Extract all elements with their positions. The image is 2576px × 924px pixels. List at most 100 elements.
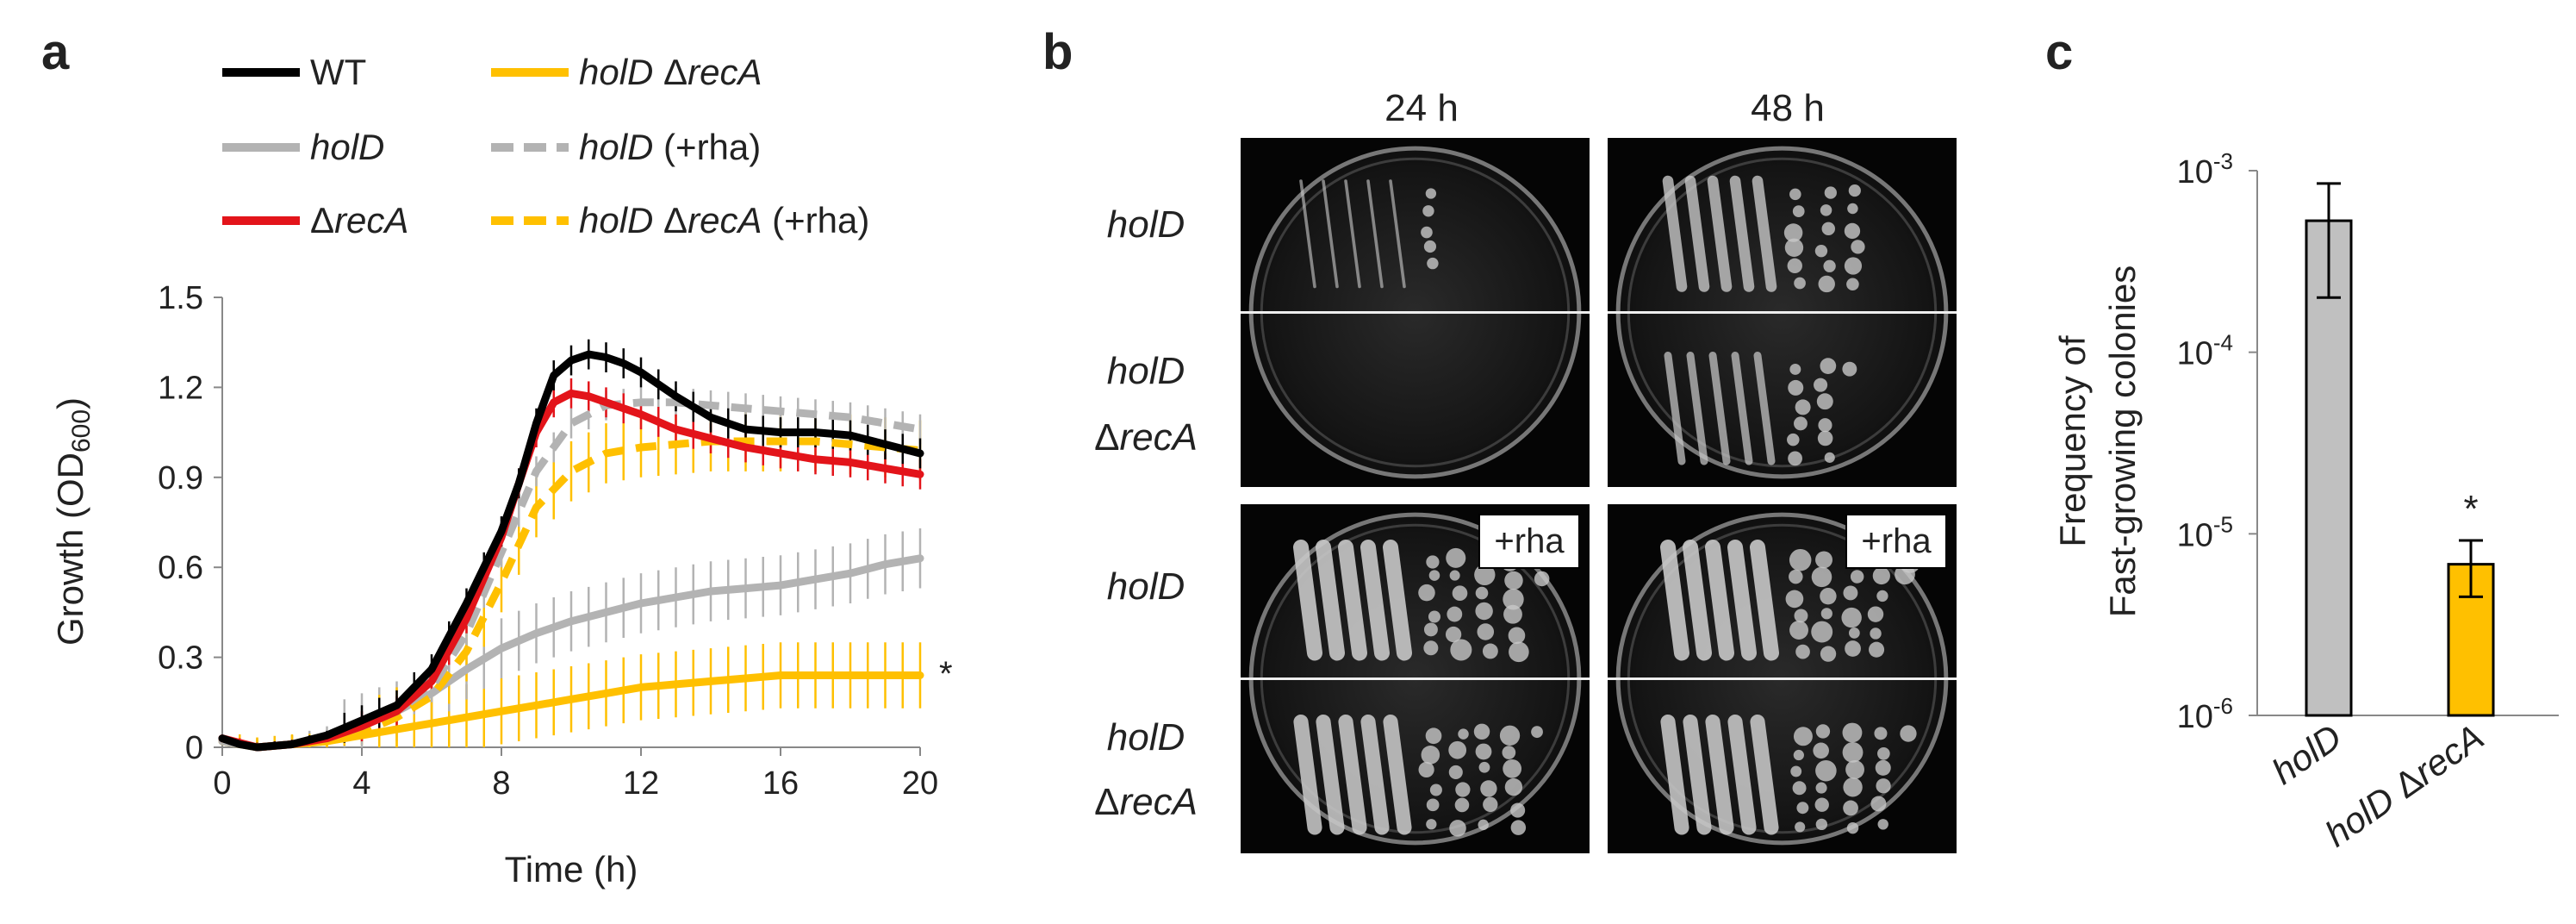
colony xyxy=(1796,802,1809,815)
plate-row-label: ΔrecA xyxy=(1094,781,1198,823)
colony xyxy=(1843,800,1858,816)
colony xyxy=(1842,361,1857,377)
colony xyxy=(1477,623,1495,640)
y-tick-base: 10 xyxy=(2177,699,2213,735)
plate-row-label: holD xyxy=(1107,565,1185,608)
legend-text: (+rha) xyxy=(762,200,869,240)
colony xyxy=(1795,644,1810,659)
legend-text-italic: holD xyxy=(310,127,384,167)
colony xyxy=(1815,759,1837,782)
colony xyxy=(1814,378,1828,392)
legend-text: (+rha) xyxy=(653,127,761,167)
legend-text-italic: holD xyxy=(579,127,653,167)
y-tick-label-c: 10-6 xyxy=(2177,693,2233,735)
bacterial-streak xyxy=(1316,714,1345,835)
plate-row-label: ΔrecA xyxy=(1094,416,1198,459)
colony xyxy=(1785,590,1804,609)
colony xyxy=(1474,564,1496,586)
colony xyxy=(1508,627,1526,645)
colony xyxy=(1448,765,1463,779)
colony xyxy=(1900,725,1917,742)
legend-text: Δ xyxy=(653,200,688,240)
colony xyxy=(1429,784,1442,796)
y-tick-label: 0.6 xyxy=(158,550,203,586)
colony xyxy=(1841,607,1862,628)
y-tick-label-c: 10-4 xyxy=(2177,330,2233,372)
colony xyxy=(1792,205,1805,218)
y-tick-label-c: 10-5 xyxy=(2177,511,2233,553)
rha-tag-box xyxy=(1478,514,1580,569)
colony xyxy=(1815,782,1827,794)
colony xyxy=(1877,819,1888,830)
colony xyxy=(1449,570,1460,581)
colony xyxy=(1818,418,1832,433)
bacterial-streak xyxy=(1293,540,1322,661)
legend-label-holD: holD xyxy=(310,127,384,167)
colony xyxy=(1426,819,1437,830)
colony xyxy=(1425,727,1442,745)
colony xyxy=(1792,781,1807,796)
plate-row-label-prefix: Δ xyxy=(1094,416,1119,459)
colony xyxy=(1845,759,1864,779)
colony xyxy=(1502,746,1516,759)
legend-text-italic: holD xyxy=(579,200,653,240)
y-axis-label-sub: 600 xyxy=(67,409,96,453)
y-tick-exponent: -5 xyxy=(2213,511,2233,537)
colony xyxy=(1821,222,1835,236)
colony xyxy=(1846,278,1859,291)
y-tick-labels-c: 10-310-410-510-6 xyxy=(2177,148,2257,735)
colony xyxy=(1846,821,1859,834)
y-tick-label: 0.9 xyxy=(158,460,203,496)
colony xyxy=(1475,602,1493,621)
bacterial-streak xyxy=(1752,175,1777,292)
colony xyxy=(1844,257,1863,275)
colony xyxy=(1820,588,1837,605)
colony xyxy=(1427,257,1439,270)
bars: * xyxy=(2305,182,2495,717)
bacterial-streak xyxy=(1707,175,1733,292)
series-lines xyxy=(218,350,924,752)
bar-0 xyxy=(2305,219,2353,717)
y-tick-base: 10 xyxy=(2177,517,2213,553)
legend-text-italic: recA xyxy=(688,200,762,240)
colony xyxy=(1458,728,1469,740)
plate-col-label-24h: 24 h xyxy=(1384,87,1459,129)
y-axis-label-c-line2: Fast-growing colonies xyxy=(2102,265,2143,618)
bacterial-streak xyxy=(1660,714,1689,835)
colony xyxy=(1843,777,1863,797)
colony xyxy=(1784,238,1804,257)
colony xyxy=(1423,622,1438,637)
colony xyxy=(1789,548,1812,571)
colony xyxy=(1454,797,1470,813)
bacterial-streak xyxy=(1727,714,1757,835)
plate-image-2: +rha xyxy=(1241,504,1590,853)
bacterial-streak xyxy=(1750,540,1779,661)
colony xyxy=(1842,722,1863,743)
colony xyxy=(1423,640,1439,656)
colony xyxy=(1478,761,1490,773)
colony xyxy=(1482,643,1498,659)
bacterial-streak xyxy=(1360,714,1390,835)
bacterial-streak xyxy=(1383,714,1412,835)
colony xyxy=(1499,725,1521,746)
colony xyxy=(1418,584,1435,602)
colony xyxy=(1816,393,1833,410)
colony xyxy=(1450,639,1472,661)
legend-text: Δ xyxy=(653,52,688,92)
colony xyxy=(1793,727,1813,746)
colony xyxy=(1869,641,1885,658)
colony xyxy=(1428,570,1440,581)
colony xyxy=(1849,627,1860,639)
colony xyxy=(1872,566,1890,585)
colony xyxy=(1845,640,1861,657)
colony xyxy=(1448,740,1467,759)
y-axis-label-close: ) xyxy=(50,397,90,409)
colony xyxy=(1425,188,1437,199)
x-tick-label: 20 xyxy=(902,765,938,802)
plate-row-labels: holD holD ΔrecA holD holD ΔrecA xyxy=(1094,203,1198,823)
colony xyxy=(1795,821,1806,833)
plate-image-3: +rha xyxy=(1608,504,1957,853)
colony xyxy=(1473,723,1490,740)
colony xyxy=(1475,743,1492,760)
